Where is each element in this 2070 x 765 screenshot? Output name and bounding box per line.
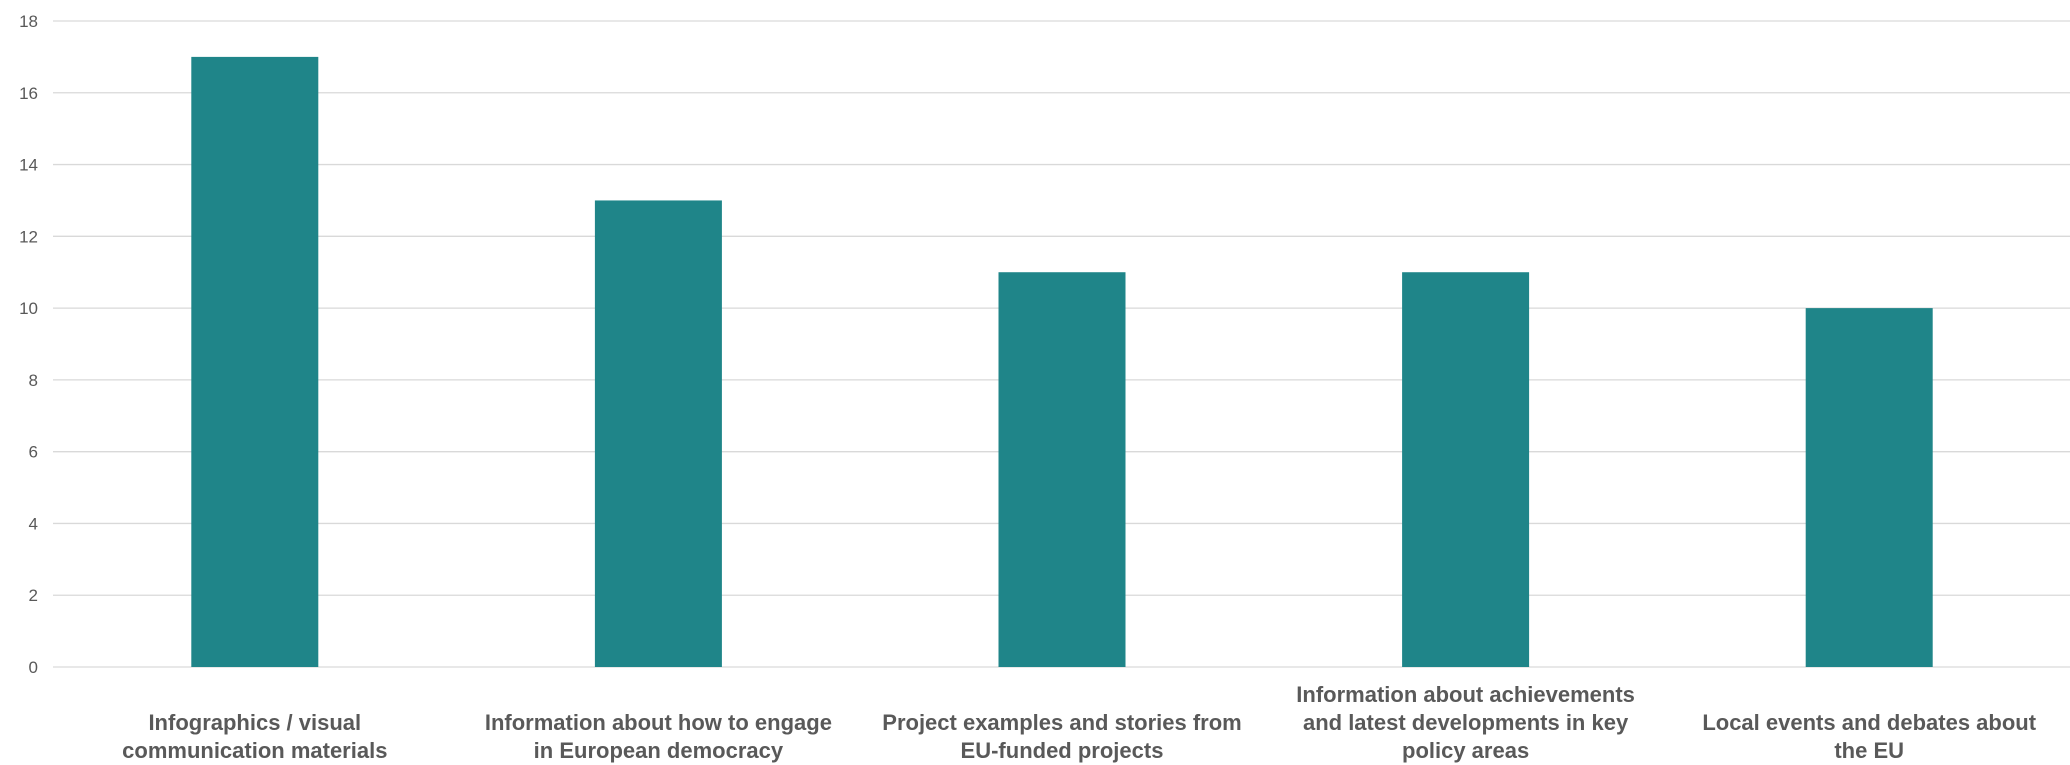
x-category-label-line: Information about achievements: [1296, 682, 1635, 707]
y-axis-ticks: 0 2 4 6 8 10 12 14 16 18: [19, 12, 38, 677]
bar: [998, 272, 1126, 667]
x-category-label: Project examples and stories from EU-fund…: [862, 709, 1262, 765]
x-category-label: Information about how to engage in Europe…: [458, 709, 858, 765]
x-category-label-line: Local events and debates about: [1702, 710, 2037, 735]
x-category-label: Local events and debates about the EU: [1669, 709, 2069, 765]
y-tick-label: 14: [19, 156, 38, 175]
y-tick-label: 6: [29, 443, 38, 462]
x-category-label-line: in European democracy: [533, 738, 784, 763]
y-tick-label: 12: [19, 227, 38, 246]
bar: [594, 200, 722, 667]
y-tick-label: 4: [29, 514, 38, 533]
bars: [191, 56, 1933, 667]
x-category-label: Infographics / visual communication mater…: [55, 709, 455, 765]
y-tick-label: 0: [29, 658, 38, 677]
x-category-label-line: Project examples and stories from: [882, 710, 1242, 735]
x-category-label-line: the EU: [1834, 738, 1905, 763]
y-tick-label: 2: [29, 586, 38, 605]
x-category-label-line: communication materials: [122, 738, 388, 763]
bar: [1805, 308, 1933, 667]
bar: [191, 56, 319, 667]
y-tick-label: 16: [19, 84, 38, 103]
x-category-label-line: Infographics / visual: [148, 710, 362, 735]
y-tick-label: 8: [29, 371, 38, 390]
x-category-label-line: policy areas: [1402, 738, 1530, 763]
y-tick-label: 10: [19, 299, 38, 318]
x-category-label: Information about achievements and latest…: [1266, 681, 1666, 765]
x-category-label-line: EU-funded projects: [960, 738, 1164, 763]
y-tick-label: 18: [19, 12, 38, 31]
x-category-label-line: and latest developments in key: [1302, 710, 1629, 735]
x-category-label-line: Information about how to engage: [484, 710, 832, 735]
bar: [1402, 272, 1530, 667]
